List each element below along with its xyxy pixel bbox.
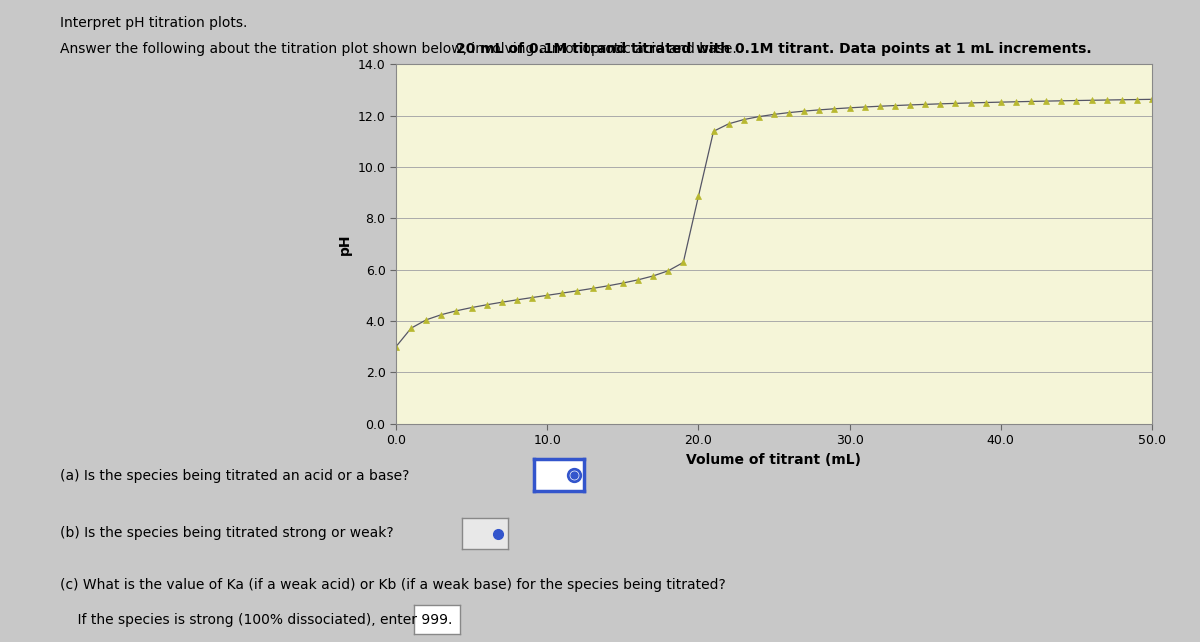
- X-axis label: Volume of titrant (mL): Volume of titrant (mL): [686, 453, 862, 467]
- Text: (a) Is the species being titrated an acid or a base?: (a) Is the species being titrated an aci…: [60, 469, 409, 483]
- Text: Answer the following about the titration plot shown below, involving a monoproti: Answer the following about the titration…: [60, 42, 737, 56]
- Text: (c) What is the value of Ka (if a weak acid) or Kb (if a weak base) for the spec: (c) What is the value of Ka (if a weak a…: [60, 578, 726, 592]
- Y-axis label: pH: pH: [338, 233, 352, 255]
- Text: Interpret pH titration plots.: Interpret pH titration plots.: [60, 16, 247, 30]
- Title: 20 mL of 0.1M titrand titrated with 0.1M titrant. Data points at 1 mL increments: 20 mL of 0.1M titrand titrated with 0.1M…: [456, 42, 1092, 56]
- Text: If the species is strong (100% dissociated), enter 999.: If the species is strong (100% dissociat…: [60, 613, 452, 627]
- Text: (b) Is the species being titrated strong or weak?: (b) Is the species being titrated strong…: [60, 526, 394, 541]
